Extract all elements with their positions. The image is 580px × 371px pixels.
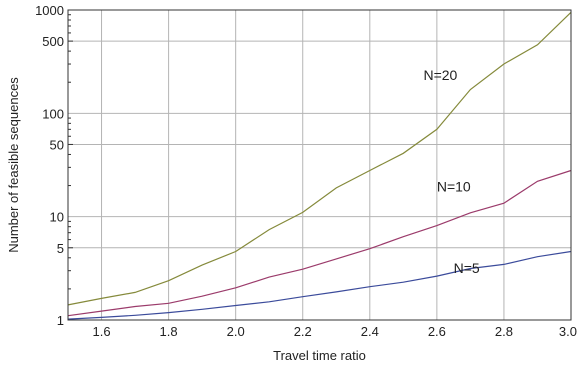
series-line-n-10 bbox=[67, 169, 572, 317]
y-tick-label: 500 bbox=[42, 34, 64, 49]
series-label: N=5 bbox=[454, 260, 480, 276]
series-line-n-20 bbox=[67, 11, 572, 306]
y-axis-label: Number of feasible sequences bbox=[6, 77, 21, 253]
x-tick-label: 1.8 bbox=[160, 324, 178, 339]
grid-lines bbox=[68, 9, 572, 321]
y-tick-label: 50 bbox=[50, 137, 64, 152]
y-tick-label: 1 bbox=[57, 313, 64, 328]
x-tick-labels: 1.6 1.8 2.0 2.2 2.4 2.6 2.8 3.0 bbox=[92, 324, 577, 339]
x-tick-label: 2.8 bbox=[495, 324, 513, 339]
x-tick-label: 2.0 bbox=[227, 324, 245, 339]
y-tick-label: 100 bbox=[42, 106, 64, 121]
series-label: N=10 bbox=[437, 179, 471, 195]
y-tick-label: 1000 bbox=[35, 3, 64, 18]
x-tick-label: 3.0 bbox=[559, 324, 577, 339]
x-tick-label: 2.6 bbox=[428, 324, 446, 339]
x-axis-label: Travel time ratio bbox=[273, 348, 366, 363]
series-label: N=20 bbox=[423, 67, 457, 83]
x-tick-label: 1.6 bbox=[92, 324, 110, 339]
x-tick-label: 2.2 bbox=[294, 324, 312, 339]
x-tick-label: 2.4 bbox=[361, 324, 379, 339]
series-lines bbox=[67, 11, 572, 320]
y-tick-labels: 1 5 10 50 100 500 1000 bbox=[35, 3, 73, 328]
series-labels: N=5 N=10 N=20 bbox=[423, 67, 479, 276]
y-tick-label: 5 bbox=[57, 241, 64, 256]
y-tick-label: 10 bbox=[50, 210, 64, 225]
plot-frame bbox=[67, 9, 572, 321]
series-line-n-5 bbox=[67, 250, 572, 320]
